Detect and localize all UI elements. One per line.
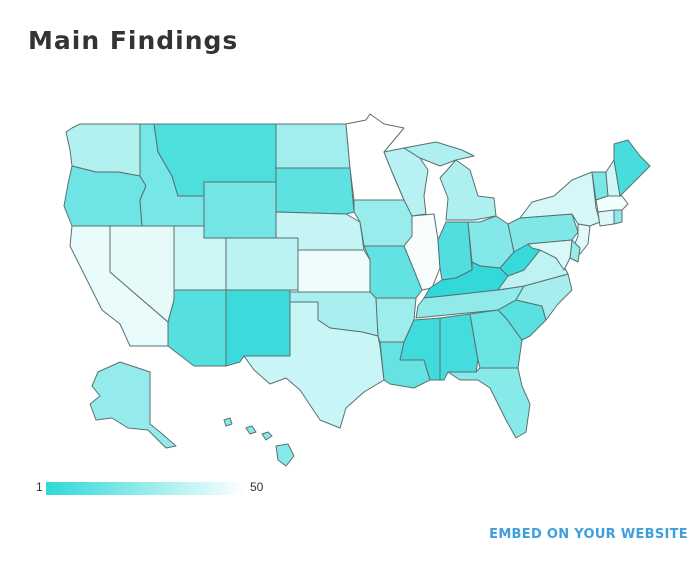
state-ny[interactable] bbox=[519, 171, 601, 227]
legend-gradient-bar bbox=[46, 482, 246, 495]
state-nm[interactable] bbox=[225, 289, 291, 367]
state-md[interactable] bbox=[527, 239, 573, 271]
page-title: Main Findings bbox=[28, 26, 239, 55]
state-il[interactable] bbox=[403, 213, 441, 291]
state-or[interactable] bbox=[63, 165, 147, 227]
state-ia[interactable] bbox=[353, 199, 415, 247]
state-nd[interactable] bbox=[275, 123, 351, 169]
embed-link[interactable]: EMBED ON YOUR WEBSITE bbox=[489, 527, 688, 542]
state-ri[interactable] bbox=[613, 209, 623, 225]
state-hi[interactable] bbox=[223, 417, 295, 467]
state-ak[interactable] bbox=[89, 361, 177, 449]
state-tx[interactable] bbox=[243, 301, 385, 429]
state-me[interactable] bbox=[613, 139, 651, 197]
state-sd[interactable] bbox=[275, 167, 355, 215]
color-legend: 1 50 bbox=[36, 478, 266, 498]
state-wy[interactable] bbox=[203, 181, 277, 239]
state-ma[interactable] bbox=[595, 195, 629, 213]
legend-gradient-rect bbox=[46, 482, 246, 495]
state-co[interactable] bbox=[225, 237, 299, 291]
legend-max-label: 50 bbox=[250, 480, 264, 494]
state-az[interactable] bbox=[167, 289, 227, 367]
state-ct[interactable] bbox=[597, 209, 615, 227]
state-in[interactable] bbox=[437, 221, 473, 281]
legend-min-label: 1 bbox=[36, 480, 43, 494]
state-ks[interactable] bbox=[297, 249, 371, 293]
state-mi[interactable] bbox=[403, 141, 497, 221]
state-fl[interactable] bbox=[447, 367, 531, 439]
